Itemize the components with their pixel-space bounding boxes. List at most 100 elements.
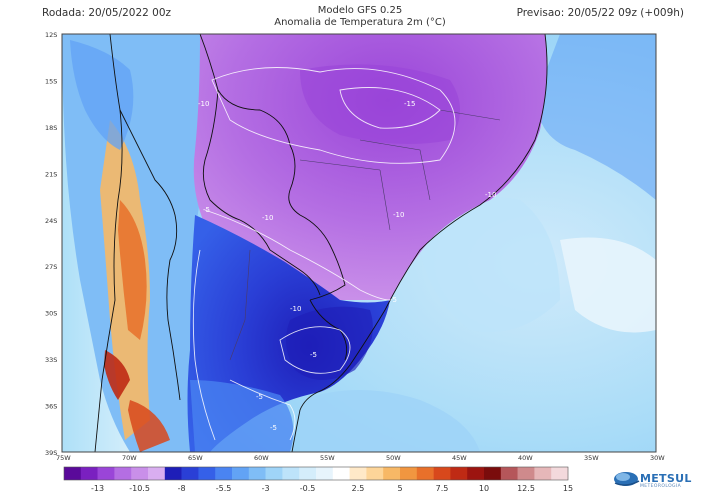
lat-tick-39S: 39S [45, 449, 57, 457]
contour-label: -10 [485, 191, 496, 199]
contour-minus-15 [339, 87, 441, 129]
ocean-anomaly-north [535, 34, 656, 200]
colorbar-swatch [467, 467, 485, 480]
cold-anomaly-patagonia [190, 380, 294, 452]
colorbar-swatch [215, 467, 233, 480]
colorbar-tick: 2.5 [352, 484, 365, 493]
border-brazil-west [199, 34, 346, 301]
contour-labels: -10 -15 -10 -5 -10 -10 -10 -5 -5 -5 -5 [198, 100, 496, 432]
ocean-warm-patch [560, 237, 656, 333]
colorbar-swatch [316, 467, 334, 480]
lat-tick-27S: 27S [45, 263, 57, 271]
colorbar-swatch [383, 467, 401, 480]
colorbar-tick: 15 [563, 484, 573, 493]
contour-minus-5-south [229, 379, 296, 441]
lon-tick-35W: 35W [584, 454, 599, 462]
cold-anomaly-core [300, 64, 460, 144]
colorbar-tick: -13 [91, 484, 104, 493]
colorbar-swatch [148, 467, 166, 480]
colorbar-swatch [484, 467, 502, 480]
border-argentina-chile [119, 109, 181, 401]
lon-tick-65W: 65W [188, 454, 203, 462]
colorbar-swatch [114, 467, 132, 480]
colorbar-swatch [80, 467, 98, 480]
warm-anomaly-core [118, 200, 147, 340]
colorbar-swatch [97, 467, 115, 480]
colorbar-swatch [131, 467, 149, 480]
lat-tick-24S: 24S [45, 217, 57, 225]
colorbar-tick: -10.5 [129, 484, 150, 493]
colorbar-swatch [232, 467, 250, 480]
colorbar-tick: 5 [397, 484, 402, 493]
ocean-anomaly-mid [420, 196, 560, 332]
contour-label: -10 [198, 100, 209, 108]
colorbar-swatch [349, 467, 367, 480]
lat-tick-30S: 30S [45, 310, 57, 318]
contour-minus-10-south [279, 326, 351, 374]
colorbar-swatch [64, 467, 82, 480]
forecast-label: Previsao: 20/05/22 09z (+009h) [516, 7, 684, 19]
metsul-logo-tagline: METEOROLOGIA [640, 484, 682, 489]
contour-minus-10-mid [204, 209, 391, 301]
lat-tick-36S: 36S [45, 403, 57, 411]
contour-label: -10 [262, 214, 273, 222]
borders [94, 34, 548, 452]
contour-lines [192, 67, 456, 441]
colorbar-swatch [551, 467, 569, 480]
colorbar-swatch [181, 467, 199, 480]
contour-label: -10 [290, 305, 301, 313]
contour-minus-5-west [192, 249, 216, 441]
contour-label: -10 [393, 211, 404, 219]
colorbar-tick: 10 [479, 484, 489, 493]
state-lines [229, 109, 501, 361]
map-subtitle: Anomalia de Temperatura 2m (°C) [274, 17, 446, 28]
colorbar-swatch [500, 467, 518, 480]
colorbar-swatch [248, 467, 266, 480]
colorbar-tick: -5.5 [216, 484, 232, 493]
colorbar-swatch [400, 467, 418, 480]
warm-anomaly-peak [104, 350, 130, 400]
colorbar-tick: 7.5 [436, 484, 449, 493]
cold-anomaly-uruguay [286, 306, 373, 380]
cool-anomaly-northwest [70, 40, 134, 150]
lat-tick-18S: 18S [45, 124, 57, 132]
colorbar-swatch [164, 467, 182, 480]
lat-tick-33S: 33S [45, 356, 57, 364]
colorbar-swatch [332, 467, 350, 480]
colorbar-swatch [433, 467, 451, 480]
lon-tick-45W: 45W [452, 454, 467, 462]
lat-tick-12S: 12S [45, 31, 57, 39]
metsul-logo-icon [614, 472, 640, 486]
colorbar-swatch [265, 467, 283, 480]
contour-minus-10-north [211, 67, 456, 164]
border-paraguay [239, 219, 321, 296]
contour-label: -15 [404, 100, 415, 108]
lon-tick-40W: 40W [518, 454, 533, 462]
border-bolivia [202, 89, 241, 221]
colorbar-swatch [416, 467, 434, 480]
colorbar-tick-labels: -13 -10.5 -8 -5.5 -3 -0.5 2.5 5 7.5 10 12.5 15 [91, 484, 573, 493]
longitude-ticks: 75W 70W 65W 60W 55W 50W 45W 40W 35W 30W [56, 454, 665, 462]
contour-label: -5 [203, 206, 210, 214]
warm-anomaly-south [128, 400, 170, 452]
lon-tick-70W: 70W [122, 454, 137, 462]
colorbar-swatch [517, 467, 535, 480]
lon-tick-50W: 50W [386, 454, 401, 462]
lon-tick-75W: 75W [56, 454, 71, 462]
run-label: Rodada: 20/05/2022 00z [42, 7, 172, 19]
model-name: Modelo GFS 0.25 [317, 5, 403, 16]
colorbar-swatch [534, 467, 552, 480]
map-frame [61, 33, 657, 453]
coastline-atlantic [291, 34, 548, 452]
colorbar-swatch [450, 467, 468, 480]
lat-tick-21S: 21S [45, 170, 57, 178]
ocean-anomaly-south [300, 390, 480, 452]
contour-label: -5 [390, 296, 397, 304]
colorbar-tick: -0.5 [300, 484, 316, 493]
contour-label: -5 [256, 393, 263, 401]
colorbar-swatches [63, 466, 569, 481]
lon-tick-60W: 60W [254, 454, 269, 462]
map-title: Modelo GFS 0.25 Anomalia de Temperatura … [0, 5, 720, 29]
